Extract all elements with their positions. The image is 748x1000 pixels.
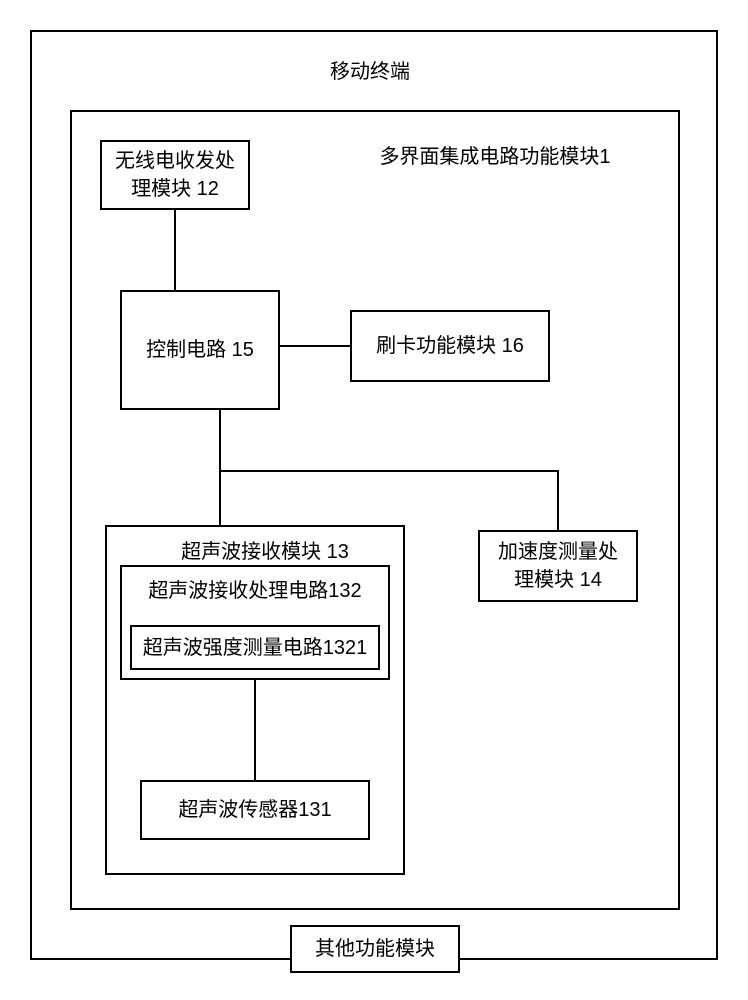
other-box: 其他功能模块 [290, 925, 460, 973]
edge-branch-horizontal [219, 470, 559, 472]
card-box: 刷卡功能模块 16 [350, 310, 550, 382]
edge-control-card [280, 345, 350, 347]
radio-box: 无线电收发处理模块 12 [100, 140, 250, 210]
card-text: 刷卡功能模块 16 [376, 332, 524, 360]
terminal-label: 移动终端 [240, 55, 500, 84]
edge-control-down [219, 410, 221, 525]
func-module-label: 多界面集成电路功能模块1 [330, 140, 660, 169]
edge-radio-control [174, 210, 176, 290]
edge-accel-down [557, 470, 559, 530]
control-box: 控制电路 15 [120, 290, 280, 410]
radio-text: 无线电收发处理模块 12 [115, 147, 235, 203]
ultra-intensity-box: 超声波强度测量电路1321 [130, 625, 380, 670]
other-text: 其他功能模块 [315, 935, 435, 963]
accel-box: 加速度测量处理模块 14 [478, 530, 638, 602]
func-module-text: 多界面集成电路功能模块1 [379, 146, 610, 168]
ultra-sensor-box: 超声波传感器131 [140, 780, 370, 840]
ultra-recv-text: 超声波接收模块 13 [181, 541, 349, 563]
terminal-text: 移动终端 [330, 61, 410, 83]
ultra-recv-label: 超声波接收模块 13 [150, 535, 380, 564]
edge-proc-sensor [254, 680, 256, 780]
ultra-sensor-text: 超声波传感器131 [178, 796, 331, 824]
control-text: 控制电路 15 [146, 336, 254, 364]
accel-text: 加速度测量处理模块 14 [498, 538, 618, 594]
ultra-intensity-text: 超声波强度测量电路1321 [143, 634, 368, 662]
ultra-proc-text: 超声波接收处理电路132 [148, 577, 361, 605]
